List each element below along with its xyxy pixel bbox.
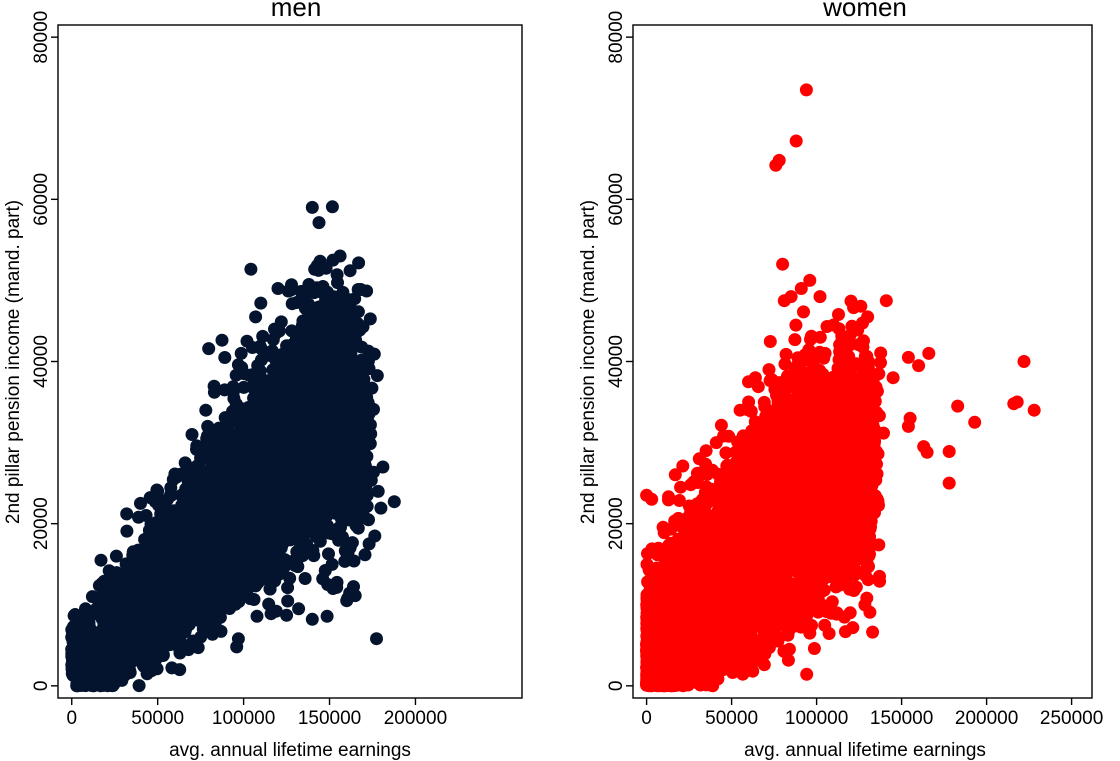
men-data-point (234, 346, 248, 360)
men-data-point (177, 538, 191, 552)
men-data-point (241, 401, 255, 414)
men-data-point (106, 586, 120, 600)
men-data-point (208, 575, 222, 589)
men-data-point (141, 636, 155, 650)
men-data-point (174, 467, 188, 481)
men-data-point (199, 562, 213, 576)
men-data-point (265, 524, 279, 537)
men-data-point (148, 558, 162, 572)
men-data-point (96, 655, 110, 669)
men-data-point (120, 568, 134, 582)
men-data-point (207, 531, 221, 545)
men-data-point (132, 510, 145, 524)
men-data-point (92, 639, 106, 653)
men-data-point (140, 540, 154, 554)
men-data-point (120, 524, 134, 538)
men-data-point (126, 618, 140, 632)
men-data-point (210, 492, 224, 506)
men-data-point (179, 621, 193, 635)
men-data-point (201, 429, 214, 443)
men-data-point (274, 551, 288, 565)
men-data-point (251, 569, 265, 583)
men-data-point (250, 609, 264, 623)
men-data-point (184, 595, 198, 609)
men-data-point (218, 351, 232, 364)
men-data-points (65, 200, 401, 693)
men-data-point (92, 579, 106, 593)
men-data-point (111, 622, 125, 636)
men-data-point (247, 593, 261, 606)
men-data-point (76, 645, 90, 659)
men-panel: men 0 50000 100000 150000 200000 02000040000… (3, 0, 523, 761)
men-data-point (158, 575, 172, 588)
men-data-point (269, 537, 283, 551)
men-data-point (234, 420, 248, 434)
men-data-point (190, 442, 203, 456)
men-data-point (222, 464, 236, 478)
men-data-point (227, 500, 241, 514)
men-data-point (281, 594, 295, 608)
men-data-point (193, 493, 206, 507)
men-data-point (239, 564, 253, 578)
men-data-point (164, 548, 178, 562)
men-data-point (223, 527, 237, 541)
men-data-point (202, 342, 216, 356)
men-data-point (196, 608, 209, 622)
men-data-point (272, 567, 286, 581)
men-data-point (251, 359, 265, 372)
men-data-point (173, 663, 187, 677)
men-data-point (216, 509, 230, 523)
men-data-point (184, 550, 198, 564)
men-data-point (298, 572, 312, 585)
men-data-point (251, 538, 265, 552)
men-data-point (263, 582, 277, 596)
men-data-point (247, 466, 261, 480)
men-data-point (114, 645, 128, 659)
men-data-point (215, 333, 229, 347)
men-data-point (138, 579, 152, 593)
men-data-point (164, 633, 178, 647)
men-data-point (164, 519, 178, 533)
men-data-point (254, 552, 268, 566)
men-data-point (203, 440, 216, 454)
men-data-point (132, 679, 146, 693)
men-data-point (81, 663, 94, 677)
men-data-point (131, 592, 144, 606)
men-data-point (151, 600, 165, 614)
men-data-point (131, 651, 145, 665)
men-data-point (219, 545, 233, 559)
men-panel-title: men (271, 0, 322, 22)
men-data-point (214, 624, 228, 638)
men-data-point (235, 361, 249, 374)
men-data-point (179, 642, 193, 655)
men-data-point (243, 515, 257, 529)
men-data-point (194, 504, 208, 518)
men-data-point (140, 610, 154, 624)
men-data-point (232, 584, 246, 598)
